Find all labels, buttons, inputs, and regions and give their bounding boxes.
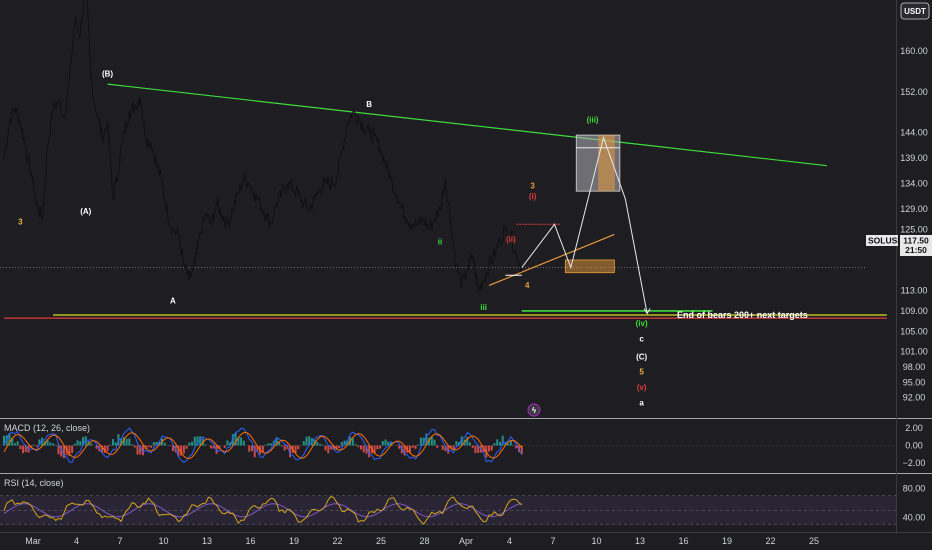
- time-tick-label: 22: [765, 536, 775, 546]
- time-tick-label: 10: [158, 536, 168, 546]
- macd-tick-label: 0.00: [905, 441, 923, 451]
- target-annotation: End of bears 200+ next targets: [677, 310, 808, 320]
- time-tick-label: 25: [376, 536, 386, 546]
- time-tick-label: 7: [550, 536, 555, 546]
- time-tick-label: 4: [74, 536, 79, 546]
- rsi-title: RSI (14, close): [4, 478, 64, 488]
- time-tick-label: 16: [678, 536, 688, 546]
- macd-title: MACD (12, 26, close): [4, 423, 90, 433]
- price-tick-label: 134.00: [900, 179, 928, 189]
- trendline[interactable]: [488, 233, 615, 287]
- price-tick-label: 139.00: [900, 153, 928, 163]
- rsi-tick-label: 40.00: [903, 513, 926, 523]
- price-tick-label: 152.00: [900, 87, 928, 97]
- macd-series: [0, 427, 896, 463]
- rsi-line: [3, 495, 523, 525]
- time-tick-label: 13: [202, 536, 212, 546]
- wave-label: iii: [480, 303, 487, 312]
- price-tick-label: 160.00: [900, 46, 928, 56]
- symbol-price-label: SOLUSDT 117.50 21:50: [866, 235, 932, 256]
- macd-signal-line: [3, 431, 523, 460]
- currency-badge[interactable]: USDT: [900, 2, 930, 20]
- rsi-pane: RSI (14, close): [0, 473, 932, 525]
- price-axis[interactable]: 160.00 152.00 144.00 139.00 134.00 129.00 125.…: [866, 0, 932, 532]
- wave-label: (C): [636, 352, 647, 361]
- price-tick-label: 144.00: [900, 128, 928, 138]
- price-line[interactable]: [3, 0, 523, 292]
- wave-label: (v): [637, 383, 647, 392]
- macd-line: [3, 427, 523, 463]
- wave-label: (iv): [636, 319, 648, 328]
- projection-line[interactable]: [521, 135, 648, 314]
- price-tick-label: 113.00: [901, 286, 928, 296]
- time-tick-label: 19: [289, 536, 299, 546]
- time-tick-label: 25: [809, 536, 819, 546]
- price-tick-label: 109.00: [900, 306, 928, 316]
- price-tick-label: 105.00: [900, 326, 928, 336]
- main-pane: 3(B)(A)ABiiiii3(i)4(ii)(iii)(iv)c(C)5(v)…: [0, 0, 896, 418]
- time-tick-label: 22: [332, 536, 342, 546]
- rsi-series: [0, 495, 896, 525]
- macd-tick-label: −2.00: [903, 458, 926, 468]
- wave-label: 3: [18, 217, 23, 226]
- price-tick-label: 92.00: [903, 393, 926, 403]
- macd-tick-label: 2.00: [905, 423, 923, 433]
- time-tick-label: 13: [635, 536, 645, 546]
- svg-text:SOLUSDT: SOLUSDT: [868, 236, 909, 246]
- time-tick-label: 16: [245, 536, 255, 546]
- time-tick-label: 28: [419, 536, 429, 546]
- wave-label: c: [639, 335, 644, 344]
- wave-label: A: [170, 296, 176, 305]
- trendline[interactable]: [107, 83, 828, 167]
- wave-label: B: [366, 100, 372, 109]
- wave-label: (B): [102, 69, 113, 78]
- time-tick-label: Apr: [459, 536, 473, 546]
- price-series: [3, 0, 523, 292]
- price-tick-label: 125.00: [900, 224, 928, 234]
- target-box-highlight: [598, 135, 615, 192]
- price-tick-label: 95.00: [903, 377, 926, 387]
- time-tick-label: Mar: [25, 536, 41, 546]
- wave-label: (i): [529, 192, 537, 201]
- time-tick-label: 4: [507, 536, 512, 546]
- wave-label: 3: [530, 182, 535, 191]
- price-tick-label: 129.00: [900, 204, 928, 214]
- wave-label: (ii): [506, 235, 516, 244]
- time-tick-label: 7: [117, 536, 122, 546]
- wave-label: 5: [639, 368, 644, 377]
- wave-label: ii: [438, 238, 442, 247]
- wave-label: 4: [525, 281, 530, 290]
- flash-icon[interactable]: ϟ: [527, 403, 541, 417]
- svg-text:117.50: 117.50: [903, 236, 929, 246]
- wave-label: (A): [80, 207, 91, 216]
- time-axis[interactable]: Mar 4 7 10 13 16 19 22 25 28 Apr 4 7 10 13 16 19 22 25: [0, 532, 932, 547]
- projection-arrow: [643, 308, 651, 315]
- svg-text:USDT: USDT: [904, 7, 926, 16]
- zones: [505, 134, 713, 312]
- wave-labels: 3(B)(A)ABiiiii3(i)4(ii)(iii)(iv)c(C)5(v)…: [18, 69, 648, 407]
- projection-path: [521, 135, 651, 315]
- time-tick-label: 10: [591, 536, 601, 546]
- macd-pane: MACD (12, 26, close): [0, 418, 932, 463]
- wave-label: a: [639, 398, 644, 407]
- time-tick-label: 19: [722, 536, 732, 546]
- rsi-tick-label: 80.00: [903, 484, 926, 494]
- support-zone[interactable]: [564, 259, 615, 274]
- rsi-ma-line: [3, 503, 522, 518]
- trendlines: [0, 83, 887, 319]
- price-tick-label: 101.00: [900, 347, 928, 357]
- svg-text:ϟ: ϟ: [532, 406, 537, 415]
- price-tick-label: 98.00: [903, 362, 926, 372]
- main-pane-background: [0, 0, 896, 418]
- wave-label: (iii): [587, 115, 599, 124]
- svg-text:21:50: 21:50: [905, 245, 927, 255]
